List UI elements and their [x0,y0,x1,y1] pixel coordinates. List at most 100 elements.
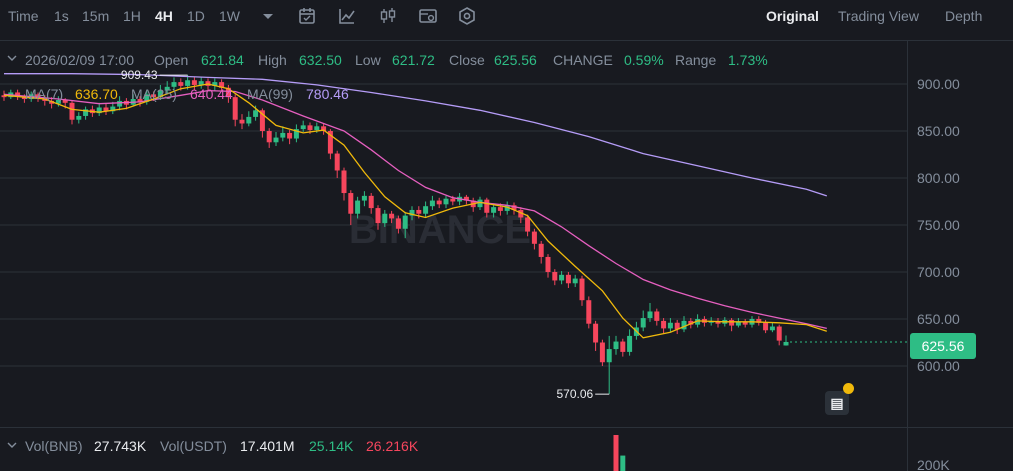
candle-body [253,110,259,117]
ma99-value: 780.46 [306,86,349,102]
view-trading-view[interactable]: Trading View [838,8,919,24]
change-label: CHANGE [553,52,613,68]
candle-body [647,311,653,319]
candle-body [355,200,361,214]
interval-1d[interactable]: 1D [187,8,205,24]
ma99-label: MA(99) [247,86,293,102]
candle-body [232,97,238,120]
candle-body [491,207,497,213]
candle-body [518,209,524,218]
candle-body [76,115,82,120]
candle-body [511,205,517,210]
price-axis-ticks: 900.00 850.00 800.00 750.00 700.00 650.00 600.… [917,76,960,374]
ma25-line [3,89,827,330]
low-value: 621.72 [392,52,435,68]
interval-time[interactable]: Time [8,8,39,24]
candle-body [307,125,313,131]
collapse-chevron-icon[interactable] [6,52,18,64]
candle-body [416,209,422,214]
candle-body [640,318,646,328]
vol-usdt-label: Vol(USDT) [160,438,227,454]
ma7-value: 636.70 [75,86,118,102]
hexagon-settings-icon[interactable] [457,6,477,26]
candle-body [729,319,735,326]
interval-15m[interactable]: 15m [82,8,110,24]
vol-bnb-value: 27.743K [94,438,147,454]
high-label: High [258,52,287,68]
candle-body [769,326,775,331]
bar-datetime: 2026/02/09 17:00 [25,52,134,68]
candle-body [341,170,347,194]
close-label: Close [449,52,485,68]
candle-body [613,341,619,350]
candle-body [674,322,680,330]
view-depth[interactable]: Depth [945,8,983,24]
candle-body [477,199,483,208]
high-marker-label: 909.43 [121,68,158,82]
candle-body [117,100,123,107]
candle-body [667,322,673,329]
candle-body [681,320,687,330]
candle-type-icon[interactable] [378,6,398,26]
open-value: 621.84 [201,52,244,68]
interval-1w[interactable]: 1W [219,8,240,24]
candle-body [35,94,41,99]
candle-body [756,319,762,323]
candle-body [185,80,191,86]
volume-bars [613,435,626,471]
candle-body [463,196,469,201]
current-price-tag: 625.56 [910,333,976,359]
candle-body [450,198,456,202]
indicator-icon[interactable] [337,6,357,26]
notification-dot [843,383,854,394]
candle-body [212,82,218,86]
ma7-line [3,83,828,339]
candle-body [402,215,408,229]
chevron-down-icon[interactable] [258,6,278,26]
candle-body [531,231,537,244]
grid-lines [0,83,907,367]
candle-body [219,82,225,88]
chart-settings-icon[interactable] [418,6,438,26]
volume-divider [0,427,1013,428]
candle-body [715,320,721,324]
candle-body [742,321,748,325]
candle-body [259,110,265,131]
candle-body [620,341,626,352]
price-tick-label: 700.00 [917,264,960,280]
candle-body [593,323,599,343]
b-marker-button[interactable]: ▤ [825,391,849,415]
ma25-value: 640.44 [190,86,233,102]
view-original[interactable]: Original [766,8,819,24]
candle-body [735,321,741,326]
candle-body [565,274,571,284]
candle-body [661,320,667,329]
candle-body [287,132,293,139]
candle-body [627,335,633,352]
volume-collapse-chevron-icon[interactable] [6,439,18,451]
calendar-icon[interactable] [297,6,317,26]
b-marker-icon: ▤ [830,395,844,411]
candle-body [110,106,116,112]
candle-body [300,125,306,130]
candle-body [62,99,68,103]
vol-ma-red-value: 26.216K [366,438,419,454]
interval-4h[interactable]: 4H [155,8,173,24]
candle-body [137,99,143,102]
candle-body [504,205,510,211]
candle-body [103,107,109,112]
interval-1s[interactable]: 1s [54,8,69,24]
candle-body [552,272,558,281]
ma7-label: MA(7) [25,86,64,102]
candle-body [586,300,592,324]
price-axis-divider [907,41,908,471]
candle-body [321,126,327,131]
chart-toolbar: Time 1s 15m 1H 4H 1D 1W Original Trading… [0,0,1013,34]
candle-body [688,320,694,325]
candle-body [695,319,701,325]
interval-1h[interactable]: 1H [123,8,141,24]
close-value: 625.56 [494,52,537,68]
candle-body [314,126,320,131]
candle-body [239,119,245,124]
